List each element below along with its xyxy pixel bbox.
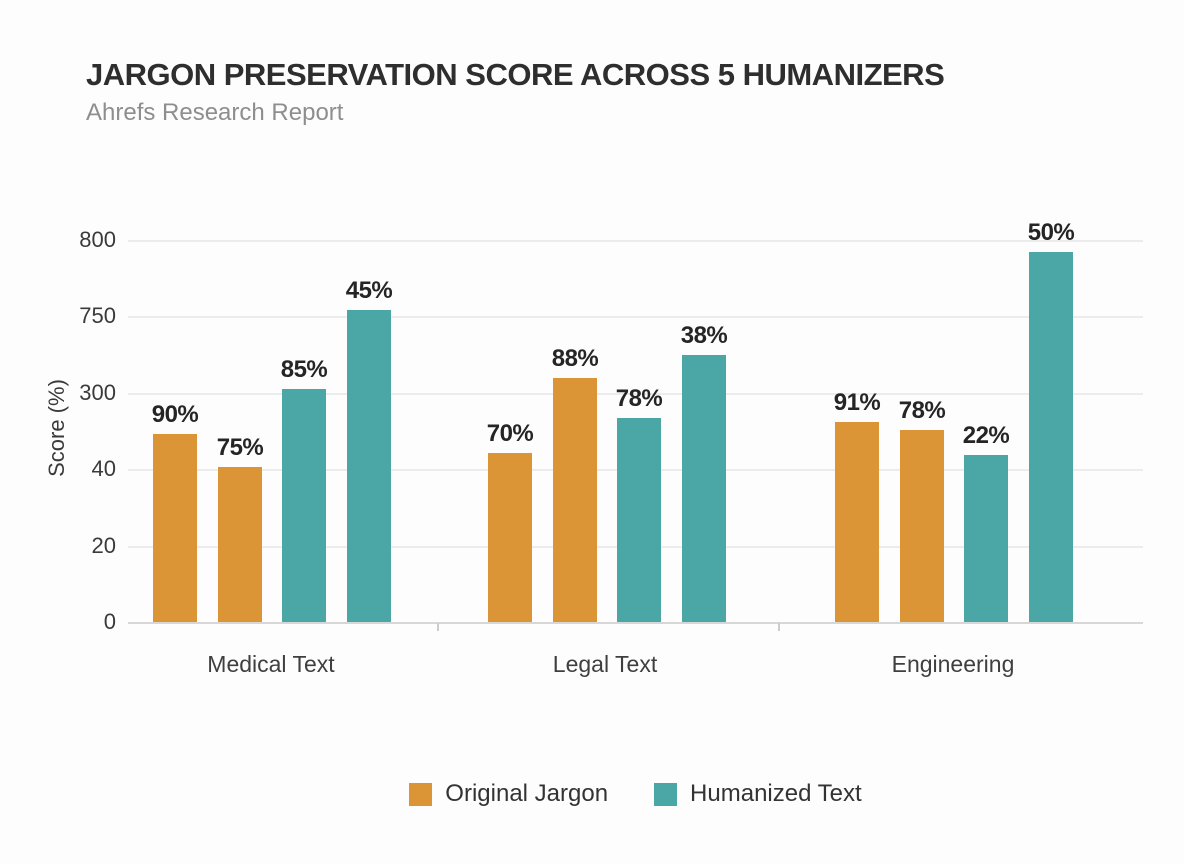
legend-swatch-icon <box>409 782 433 806</box>
y-axis-tick-label: 40 <box>91 456 116 481</box>
bar <box>617 418 661 622</box>
bar <box>347 310 391 622</box>
category-label: Legal Text <box>552 651 658 677</box>
bar <box>218 467 262 622</box>
bar-value-label: 88% <box>551 345 599 372</box>
category-label: Medical Text <box>207 651 335 677</box>
bar <box>1029 252 1073 622</box>
legend-swatch-icon <box>654 782 678 806</box>
bar-value-label: 91% <box>833 389 881 416</box>
legend-item: Original Jargon <box>409 780 608 808</box>
bar <box>488 453 532 622</box>
bar <box>153 434 197 622</box>
bar-value-label: 75% <box>216 434 264 461</box>
gridline <box>128 393 1143 395</box>
bar-value-label: 78% <box>898 397 946 424</box>
y-axis-tick-label: 300 <box>79 380 116 405</box>
x-axis-tick <box>437 623 439 631</box>
legend-item: Humanized Text <box>654 780 862 808</box>
bar-value-label: 70% <box>486 420 534 447</box>
bar-value-label: 85% <box>280 356 328 383</box>
bar <box>900 430 944 622</box>
y-axis-tick-label: 20 <box>91 533 116 558</box>
bar <box>282 389 326 622</box>
bar-value-label: 38% <box>680 322 728 349</box>
bar <box>682 355 726 622</box>
y-axis-tick-label: 800 <box>79 227 116 252</box>
chart-subtitle: Ahrefs Research Report <box>86 99 344 126</box>
x-axis-tick <box>778 623 780 631</box>
gridline <box>128 240 1143 242</box>
bar <box>964 455 1008 622</box>
bar <box>553 378 597 622</box>
y-axis-tick-label: 0 <box>103 609 116 634</box>
legend-label: Original Jargon <box>445 780 609 807</box>
chart-legend: Original Jargon Humanized Text <box>128 780 1143 808</box>
chart-title: JARGON PRESERVATION SCORE ACROSS 5 HUMAN… <box>86 57 945 92</box>
bar-value-label: 22% <box>962 422 1010 449</box>
category-label: Engineering <box>891 651 1015 677</box>
x-axis-line <box>128 622 1143 624</box>
legend-label: Humanized Text <box>690 780 862 807</box>
bar-value-label: 45% <box>345 277 393 304</box>
y-axis-title: Score (%) <box>44 379 69 477</box>
gridline <box>128 316 1143 318</box>
bar-value-label: 90% <box>151 401 199 428</box>
y-axis-tick-label: 750 <box>79 303 116 328</box>
bar <box>835 422 879 622</box>
bar-value-label: 50% <box>1027 219 1075 246</box>
bar-value-label: 78% <box>615 385 663 412</box>
